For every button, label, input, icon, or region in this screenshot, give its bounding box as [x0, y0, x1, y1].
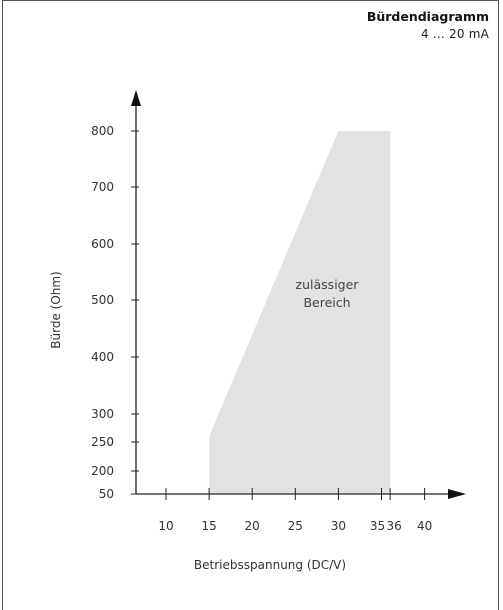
x-tick-label: 15	[201, 519, 216, 533]
axes-layer	[131, 90, 466, 499]
y-tick-label: 300	[91, 407, 114, 421]
chart-subtitle: 4 … 20 mA	[420, 27, 489, 41]
x-tick-label: 35	[370, 519, 385, 533]
y-tick-label: 400	[91, 350, 114, 364]
x-tick-label: 36	[386, 519, 401, 533]
x-tick-label: 30	[331, 519, 346, 533]
x-axis-arrow	[448, 489, 466, 499]
x-tick-label: 20	[245, 519, 260, 533]
permissible-region	[209, 131, 391, 494]
x-tick-label: 40	[417, 519, 432, 533]
chart-title: Bürdendiagramm	[366, 9, 489, 24]
region-label-line-1: zulässiger	[296, 277, 360, 292]
y-tick-label: 200	[91, 464, 114, 478]
y-tick-label: 600	[91, 237, 114, 251]
ticks-layer: 50 200 250 300 400 500 600 700 800 10 15 20 25 30 35 36…	[91, 124, 432, 533]
region-label-line-2: Bereich	[303, 295, 350, 310]
y-tick-label: 800	[91, 124, 114, 138]
y-tick-label: 50	[99, 487, 114, 501]
y-axis-label: Bürde (Ohm)	[49, 271, 63, 348]
y-tick-label: 250	[91, 435, 114, 449]
x-tick-label: 25	[288, 519, 303, 533]
y-tick-label: 700	[91, 180, 114, 194]
permissible-region-layer	[209, 131, 391, 494]
y-axis-arrow	[131, 90, 141, 106]
x-axis-label: Betriebsspannung (DC/V)	[194, 558, 346, 572]
x-tick-label: 10	[158, 519, 173, 533]
y-tick-label: 500	[91, 293, 114, 307]
